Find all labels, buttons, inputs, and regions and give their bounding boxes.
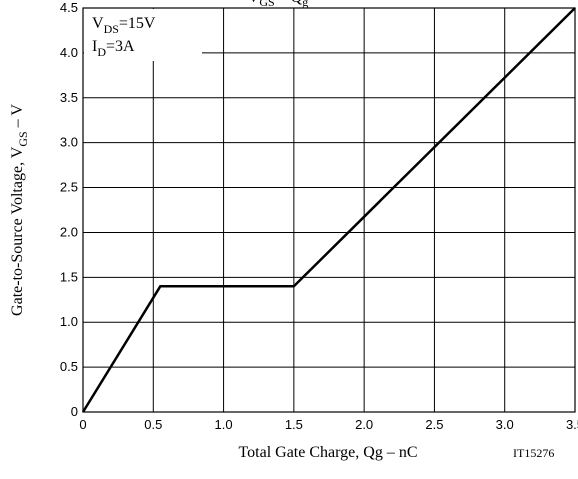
y-tick-label: 0 bbox=[71, 404, 78, 419]
title-text: V bbox=[248, 0, 260, 6]
annotation: ID=3A bbox=[92, 38, 135, 59]
data-line bbox=[81, 7, 576, 413]
y-label-sub: GS bbox=[16, 131, 30, 146]
y-tick-label: 2.5 bbox=[60, 180, 78, 195]
annotation-rest: =15V bbox=[119, 15, 156, 32]
annotation-text: I bbox=[92, 38, 97, 55]
annotation-sub: D bbox=[97, 45, 106, 59]
y-tick-label: 4.5 bbox=[60, 0, 78, 15]
x-tick-label: 1.5 bbox=[285, 417, 303, 432]
y-tick-label: 4.0 bbox=[60, 45, 78, 60]
plot-border bbox=[82, 7, 576, 413]
y-label-text: Gate-to-Source Voltage, V bbox=[9, 146, 26, 316]
y-label-rest: – V bbox=[9, 104, 26, 132]
x-tick-label: 2.0 bbox=[355, 417, 373, 432]
x-tick-label: 3.5 bbox=[566, 417, 578, 432]
x-tick-label: 0.5 bbox=[144, 417, 162, 432]
annotation-rest: =3A bbox=[106, 38, 135, 55]
y-tick-label: 3.0 bbox=[60, 135, 78, 150]
y-tick-label: 1.0 bbox=[60, 314, 78, 329]
y-tick-label: 3.5 bbox=[60, 90, 78, 105]
title-rest: – Q bbox=[275, 0, 303, 6]
x-axis-label: Total Gate Charge, Qg – nC bbox=[239, 444, 418, 461]
figure-id: IT15276 bbox=[513, 446, 554, 460]
x-tick-label: 0 bbox=[79, 417, 86, 432]
y-axis-label: Gate-to-Source Voltage, VGS – V bbox=[9, 104, 30, 316]
x-tick-label: 1.0 bbox=[215, 417, 233, 432]
chart-title: VGS – Qg bbox=[248, 0, 308, 9]
y-tick-label: 2.0 bbox=[60, 224, 78, 239]
plot-area: 0 0.5 1.0 1.5 2.0 2.5 3.0 3.5 0 0.5 1.0 1.5 2.0 2.5 3.… bbox=[60, 0, 578, 432]
title-sub: GS bbox=[259, 0, 274, 9]
annotation-text: V bbox=[92, 15, 104, 32]
y-tick-label: 0.5 bbox=[60, 359, 78, 374]
x-tick-label: 3.0 bbox=[496, 417, 514, 432]
annotation: VDS=15V bbox=[92, 15, 156, 36]
title-sub: g bbox=[302, 0, 308, 9]
annotation-box bbox=[84, 9, 202, 61]
x-tick-label: 2.5 bbox=[425, 417, 443, 432]
y-tick-label: 1.5 bbox=[60, 269, 78, 284]
annotation-sub: DS bbox=[104, 22, 119, 36]
